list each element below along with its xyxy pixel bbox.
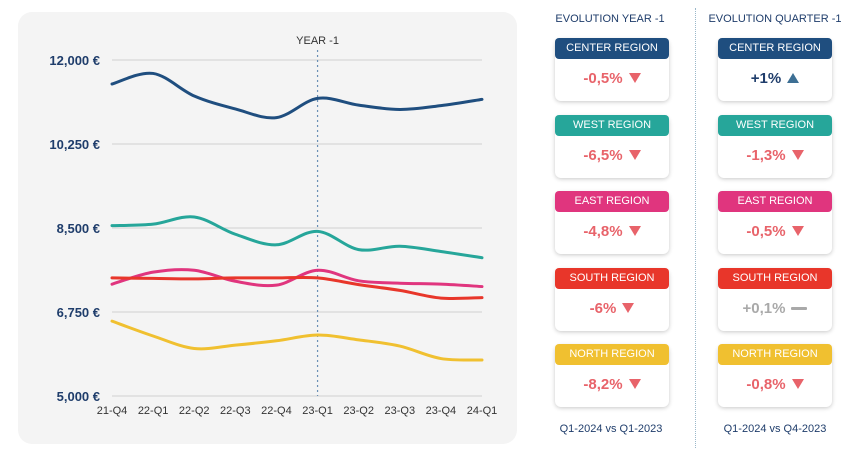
change-value: +1% [718,70,832,87]
series-line-north [110,319,484,362]
triangle-down-icon [628,226,641,237]
region-label: WEST REGION [555,115,669,136]
x-tick-label: 23-Q3 [384,405,415,417]
triangle-down-icon [628,150,641,161]
triangle-down-icon [791,226,804,237]
flat-dash-icon [791,306,808,310]
line-chart: 5,000 € 6,750 € 8,500 € 10,250 € 12,000 € 21-… [49,35,498,417]
region-label: CENTER REGION [718,38,832,59]
year-region-card: CENTER REGION -0,5% [555,38,669,101]
year-region-card: WEST REGION -6,5% [555,115,669,178]
y-tick-label: 8,500 € [57,221,100,236]
x-tick-label: 24-Q1 [467,405,498,417]
region-label: EAST REGION [718,191,832,212]
triangle-down-icon [622,303,635,314]
change-value-text: -0,5% [583,70,623,87]
year-evolution-header: EVOLUTION YEAR -1 [555,13,665,25]
x-tick-label: 21-Q4 [97,405,128,417]
x-tick-label: 22-Q2 [179,405,210,417]
y-tick-label: 12,000 € [49,53,100,68]
region-label: NORTH REGION [555,344,669,365]
region-label: NORTH REGION [718,344,832,365]
year-region-card: NORTH REGION -8,2% [555,344,669,407]
change-value: -8,2% [555,376,669,393]
y-tick-label: 10,250 € [49,137,100,152]
region-label: WEST REGION [718,115,832,136]
change-value: -0,8% [718,376,832,393]
x-tick-label: 23-Q4 [426,405,457,417]
x-tick-label: 23-Q2 [343,405,374,417]
triangle-down-icon [628,379,641,390]
chart-panel: 5,000 € 6,750 € 8,500 € 10,250 € 12,000 € 21-… [18,12,517,444]
quarter-region-card: CENTER REGION +1% [718,38,832,101]
region-label: SOUTH REGION [555,268,669,289]
change-value-text: -0,5% [746,223,786,240]
change-value-text: +1% [750,70,782,87]
region-label: CENTER REGION [555,38,669,59]
change-value: -4,8% [555,223,669,240]
change-value-text: +0,1% [742,300,786,317]
series-line-south [110,275,484,301]
y-tick-label: 6,750 € [57,305,100,320]
change-value-text: -6% [589,300,617,317]
quarter-region-card: WEST REGION -1,3% [718,115,832,178]
change-value-text: -8,2% [583,376,623,393]
triangle-up-icon [787,73,800,84]
y-tick-label: 5,000 € [57,389,100,404]
change-value: -6% [555,300,669,317]
region-label: EAST REGION [555,191,669,212]
series-line-center [110,71,484,120]
x-tick-label: 22-Q4 [261,405,292,417]
change-value: -6,5% [555,147,669,164]
series-line-west [110,215,484,260]
region-label: SOUTH REGION [718,268,832,289]
x-tick-label: 22-Q1 [138,405,169,417]
year-region-card: EAST REGION -4,8% [555,191,669,254]
quarter-comparison-footer: Q1-2024 vs Q4-2023 [723,423,827,435]
triangle-down-icon [791,379,804,390]
change-value-text: -0,8% [746,376,786,393]
change-value: -0,5% [555,70,669,87]
column-divider [695,8,696,448]
year-comparison-footer: Q1-2024 vs Q1-2023 [559,423,663,435]
reference-line-label: YEAR -1 [296,35,339,47]
change-value: -0,5% [718,223,832,240]
change-value-text: -6,5% [583,147,623,164]
triangle-down-icon [628,73,641,84]
year-region-card: SOUTH REGION -6% [555,268,669,331]
quarter-region-card: NORTH REGION -0,8% [718,344,832,407]
quarter-region-card: SOUTH REGION +0,1% [718,268,832,331]
change-value: +0,1% [718,300,832,317]
change-value-text: -4,8% [583,223,623,240]
x-tick-label: 22-Q3 [220,405,251,417]
quarter-region-card: EAST REGION -0,5% [718,191,832,254]
quarter-evolution-header: EVOLUTION QUARTER -1 [708,13,842,25]
triangle-down-icon [791,150,804,161]
change-value-text: -1,3% [746,147,786,164]
x-tick-label: 23-Q1 [302,405,333,417]
change-value: -1,3% [718,147,832,164]
